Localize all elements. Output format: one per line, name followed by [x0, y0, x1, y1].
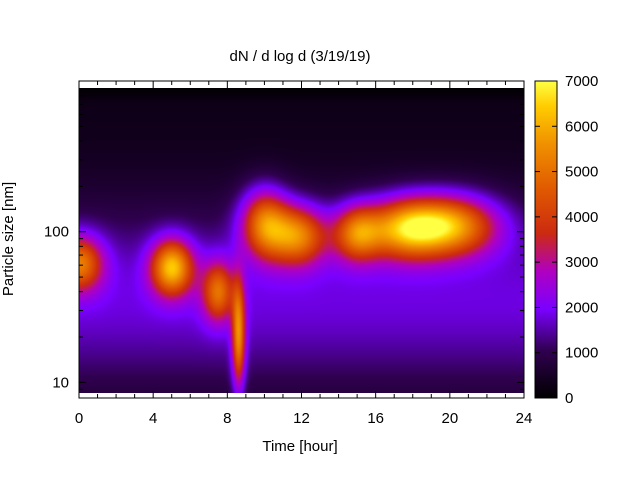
y-axis-ticks: 10 100 [44, 95, 524, 391]
y-tick-label: 100 [44, 224, 69, 241]
x-tick-label: 20 [441, 410, 458, 427]
x-axis-ticks: 0 4 8 12 16 20 24 [75, 81, 533, 427]
x-tick-label: 12 [293, 410, 310, 427]
y-tick-label: 10 [52, 374, 69, 391]
colorbar-tick-label: 4000 [565, 209, 598, 226]
colorbar-tick-label: 6000 [565, 118, 598, 135]
colorbar-tick-label: 0 [565, 390, 573, 407]
x-tick-label: 0 [75, 410, 83, 427]
colorbar-tick-label: 2000 [565, 299, 598, 316]
colorbar-tick-label: 3000 [565, 254, 598, 271]
x-axis-label: Time [hour] [262, 438, 337, 455]
colorbar [534, 80, 558, 399]
y-axis-label: Particle size [nm] [0, 182, 17, 296]
x-tick-label: 8 [223, 410, 231, 427]
chart-title: dN / d log d (3/19/19) [230, 48, 371, 65]
colorbar-tick-label: 1000 [565, 345, 598, 362]
x-tick-label: 16 [367, 410, 384, 427]
x-tick-label: 24 [516, 410, 533, 427]
heatmap-image [79, 88, 524, 393]
colorbar-tick-label: 5000 [565, 164, 598, 181]
heatmap [79, 88, 524, 393]
colorbar-tick-label: 7000 [565, 73, 598, 90]
x-tick-label: 4 [149, 410, 157, 427]
colorbar-ticks: 0 1000 2000 3000 4000 5000 6000 7000 [535, 73, 598, 407]
